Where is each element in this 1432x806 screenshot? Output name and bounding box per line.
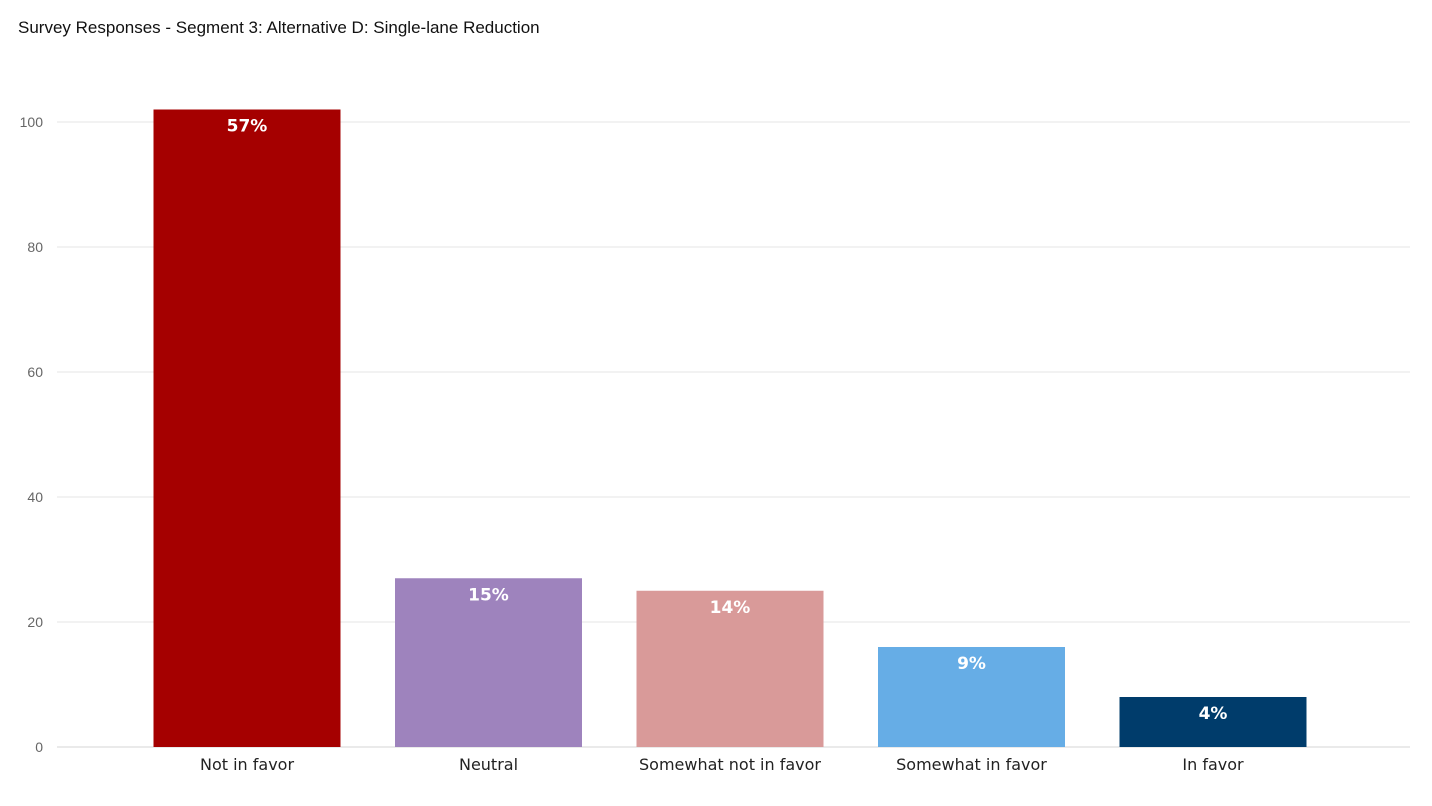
data-label: 4%	[1199, 704, 1228, 724]
y-tick-label: 20	[27, 614, 43, 630]
data-labels: 57% 15% 14% 9% 4%	[227, 117, 1228, 725]
bar	[878, 647, 1065, 747]
x-axis-categories: Not in favor Neutral Somewhat not in favor…	[200, 755, 1244, 774]
x-category-label: Somewhat not in favor	[639, 755, 821, 774]
x-category-label: Somewhat in favor	[896, 755, 1047, 774]
chart-title: Survey Responses - Segment 3: Alternativ…	[18, 18, 540, 37]
data-label: 14%	[710, 598, 751, 618]
y-tick-label: 0	[35, 739, 43, 755]
data-label: 9%	[957, 654, 986, 674]
bar	[395, 578, 582, 747]
x-category-label: Not in favor	[200, 755, 294, 774]
x-category-label: Neutral	[459, 755, 518, 774]
y-tick-label: 40	[27, 489, 43, 505]
y-tick-label: 80	[27, 239, 43, 255]
y-axis-ticks: 0 20 40 60 80 100	[20, 114, 44, 755]
bar	[636, 590, 824, 747]
data-label: 15%	[468, 585, 509, 605]
bar	[1119, 697, 1307, 747]
data-label: 57%	[227, 117, 268, 137]
bar	[153, 109, 341, 747]
y-tick-label: 100	[20, 114, 44, 130]
x-category-label: In favor	[1182, 755, 1244, 774]
bars	[153, 109, 1307, 747]
y-tick-label: 60	[27, 364, 43, 380]
